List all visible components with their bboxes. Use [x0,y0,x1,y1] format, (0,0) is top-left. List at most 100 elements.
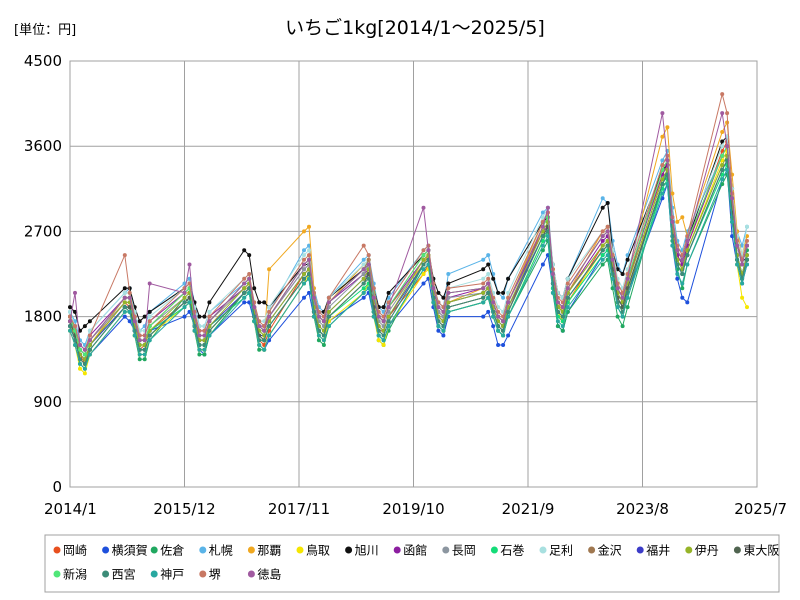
legend-item: 神戸 [150,568,184,582]
data-point [565,276,570,281]
legend-item: 旭川 [345,544,379,558]
legend-label: 足利 [549,544,573,558]
data-point [545,229,550,234]
y-tick-label: 2700 [24,222,62,240]
legend-marker [53,570,61,578]
legend-marker [102,570,110,578]
data-point [361,276,366,281]
data-point [361,267,366,272]
data-point [326,300,331,305]
legend-label: 函館 [403,543,427,558]
data-point [680,215,685,220]
data-point [600,262,605,267]
data-point [540,210,545,215]
data-point [122,290,127,295]
data-point [307,248,311,253]
data-point [142,338,147,343]
data-point [122,286,127,291]
data-point [262,328,267,333]
data-point [431,300,436,305]
data-point [122,305,127,310]
data-point [545,234,550,239]
data-point [446,305,451,310]
legend-label: 那覇 [257,544,281,558]
data-point [267,267,272,272]
data-point [730,234,735,239]
legend-marker [247,570,255,578]
data-point [720,130,725,134]
data-point [660,182,665,187]
legend-label: 岡崎 [63,544,87,558]
data-point [82,366,87,371]
data-point [600,243,605,248]
data-point [501,319,506,324]
data-point [481,281,486,286]
data-point [361,262,366,267]
data-point [600,253,605,258]
data-point [501,295,506,300]
data-point [481,257,486,262]
data-point [675,248,680,253]
data-point [446,300,451,305]
data-point [491,324,496,329]
data-point [252,286,257,291]
legend-marker [199,546,207,554]
data-point [262,300,267,305]
data-point [670,243,675,248]
data-point [565,305,570,310]
data-point [550,272,555,276]
data-point [740,281,745,286]
data-point [740,295,745,300]
data-point [137,319,142,324]
data-point [685,300,690,305]
data-point [267,305,272,310]
legend-label: 伊丹 [695,544,719,558]
y-tick-label: 900 [33,393,62,411]
data-point [441,309,446,314]
data-point [252,319,257,324]
data-point [565,295,570,300]
data-point [730,196,735,201]
legend-item: 鳥取 [296,543,330,558]
data-point [87,319,92,324]
data-point [202,347,207,352]
data-point [491,276,496,281]
data-point [720,92,725,97]
data-point [540,262,545,267]
legend-item: 徳島 [247,567,281,582]
data-point [78,366,82,371]
data-point [302,295,306,300]
data-point [247,290,252,295]
legend-marker [102,546,110,554]
data-point [620,314,625,319]
data-point [68,324,72,329]
data-point [486,272,491,276]
data-point [361,243,366,248]
series-堺 [68,92,749,352]
data-point [625,295,630,300]
data-point [506,276,511,281]
data-point [242,281,247,286]
data-point [257,347,262,352]
data-point [82,371,87,376]
legend-item: 那覇 [247,544,281,558]
x-tick-label: 2017/11 [268,500,330,518]
data-point [386,319,391,324]
data-point [127,290,132,295]
data-point [481,300,486,305]
data-point [745,238,749,243]
data-point [605,243,610,248]
data-point [182,305,187,310]
legend-box [44,534,780,593]
data-point [78,347,82,352]
data-point [560,305,565,310]
data-point [605,253,610,258]
data-point [600,257,605,262]
data-point [725,144,730,149]
data-point [540,215,545,220]
data-point [506,333,511,338]
data-point [720,163,725,168]
data-point [745,224,749,229]
legend-marker [490,546,498,554]
